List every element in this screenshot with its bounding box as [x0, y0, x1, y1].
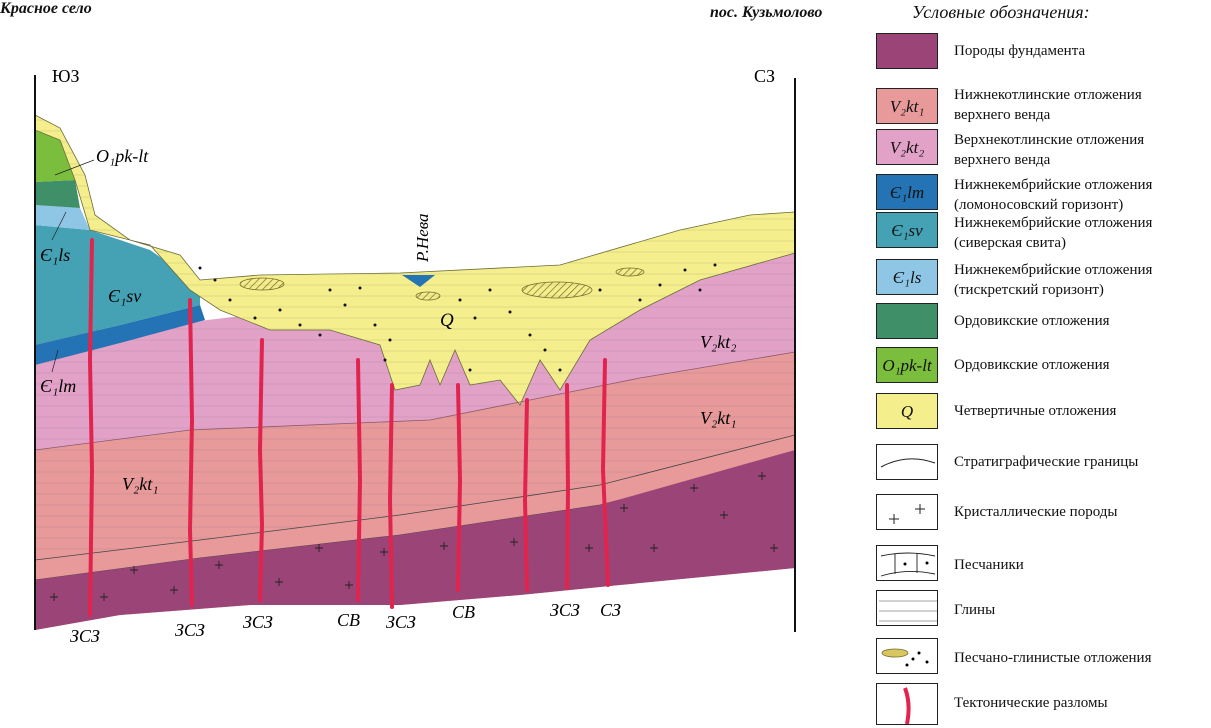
lens: [239, 277, 285, 291]
swatch-code: O₁pk-lt: [882, 356, 932, 375]
legend-text: Нижнекембрийские отложения: [954, 177, 1153, 193]
swatch-ls: Є₁ls: [876, 259, 938, 295]
legend-text: (тискретский горизонт): [954, 282, 1104, 298]
river-label: Р.Нева: [413, 213, 432, 263]
fault-line: [456, 383, 463, 592]
swatch-o1pklt: O₁pk-lt: [876, 347, 938, 383]
swatch-code: V₂kt₂: [889, 138, 925, 157]
fault-label: ЗСЗ: [386, 612, 416, 632]
swatch-code: Є₁ls: [892, 268, 922, 287]
legend-text: Четвертичные отложения: [954, 403, 1117, 419]
lens: [615, 267, 645, 277]
swatch-ord: [876, 303, 938, 339]
label-q: Q: [440, 310, 454, 331]
dir-right: СЗ: [754, 66, 775, 86]
fault-line: [356, 358, 363, 602]
fault-line: [187, 298, 195, 607]
layer-ls: [35, 205, 90, 230]
legend-text: Песчаники: [954, 557, 1024, 573]
legend-text: (сиверская свита): [954, 235, 1067, 251]
label-v2kt1-left: V₂kt₁: [122, 474, 159, 494]
fault-labels: ЗСЗ ЗСЗ ЗСЗ СВ ЗСЗ СВ ЗСЗ СЗ: [70, 600, 621, 646]
legend-text: Нижнекембрийские отложения: [954, 262, 1153, 278]
legend-text: Породы фундамента: [954, 43, 1086, 59]
fault-line: [522, 398, 529, 592]
swatch-basement: [876, 33, 938, 69]
swatch-boundary-icon: [876, 444, 938, 480]
swatch-v2kt1: V₂kt₁: [876, 88, 938, 124]
right-place-title: пос. Кузьмолово: [710, 4, 823, 21]
legend-text: Тектонические разломы: [954, 695, 1108, 711]
basement-crosses: [50, 472, 778, 601]
legend-text: (ломоносовский горизонт): [954, 197, 1124, 213]
label-v2kt1-right: V₂kt₁: [700, 408, 737, 428]
swatch-fault-icon: [876, 683, 938, 725]
label-v2kt2: V₂kt₂: [700, 332, 737, 352]
fault-line: [87, 238, 95, 617]
label-e1sv: Є₁sv: [108, 286, 141, 306]
legend-text: Ордовикские отложения: [954, 313, 1110, 329]
swatch-sv: Є₁sv: [876, 212, 938, 248]
swatch-code: Є₁lm: [889, 183, 925, 202]
label-o1pklt: O₁pk-lt: [96, 146, 149, 166]
lens: [415, 291, 441, 301]
legend-text: Стратиграфические границы: [954, 454, 1139, 470]
layer-lm: [35, 305, 205, 365]
swatch-sandy-clay-icon: [876, 638, 938, 674]
fault-label: ЗСЗ: [550, 600, 580, 620]
legend-text: Песчано-глинистые отложения: [954, 650, 1152, 666]
cross-section: ЮЗ СЗ Р.Нева O₁pk-lt Є₁ls Є₁sv Є₁lm V₂kt…: [34, 66, 796, 646]
swatch-lm: Є₁lm: [876, 174, 938, 210]
faults: [87, 238, 610, 617]
swatch-v2kt2: V₂kt₂: [876, 129, 938, 165]
legend-text: Глины: [954, 602, 996, 618]
dir-left: ЮЗ: [52, 66, 80, 86]
river-neva: [402, 275, 435, 287]
legend-text: верхнего венда: [954, 152, 1051, 168]
legend-text: верхнего венда: [954, 107, 1051, 123]
swatch-cross-icon: [876, 494, 938, 530]
layer-ord: [35, 180, 80, 208]
legend-text: Нижнекотлинские отложения: [954, 87, 1142, 103]
fault-label: ЗСЗ: [243, 612, 273, 632]
fault-label: СЗ: [600, 600, 621, 620]
fault-line: [257, 338, 265, 602]
legend-text: Кристаллические породы: [954, 504, 1118, 520]
boundary-line: [35, 351, 795, 451]
swatch-code: Є₁sv: [891, 221, 923, 240]
fault-line: [600, 358, 610, 587]
layer-sandstone: [35, 434, 795, 581]
q-dots: [198, 263, 717, 372]
lens: [521, 281, 593, 299]
swatch-clay-icon: [876, 590, 938, 626]
swatch-code: Q: [900, 402, 914, 421]
legend-text: Ордовикские отложения: [954, 357, 1110, 373]
left-place-title: Красное село: [0, 0, 92, 17]
fault-label: ЗСЗ: [70, 626, 100, 646]
swatch-q: Q: [876, 393, 938, 429]
fault-label: СВ: [452, 602, 475, 622]
fault-label: СВ: [337, 610, 360, 630]
swatch-code: V₂kt₁: [889, 97, 925, 116]
legend-text: Нижнекембрийские отложения: [954, 215, 1153, 231]
fault-label: ЗСЗ: [175, 620, 205, 640]
fault-line: [565, 383, 571, 590]
label-e1lm: Є₁lm: [40, 376, 76, 396]
legend-title: Условные обозначения:: [912, 2, 1090, 22]
layer-sv: [35, 225, 200, 345]
fault-line: [387, 383, 394, 609]
label-e1ls: Є₁ls: [40, 245, 70, 265]
layer-o1pklt: [35, 130, 75, 182]
legend-text: Верхнекотлинские отложения: [954, 132, 1145, 148]
swatch-sandstone-icon: [876, 545, 938, 581]
